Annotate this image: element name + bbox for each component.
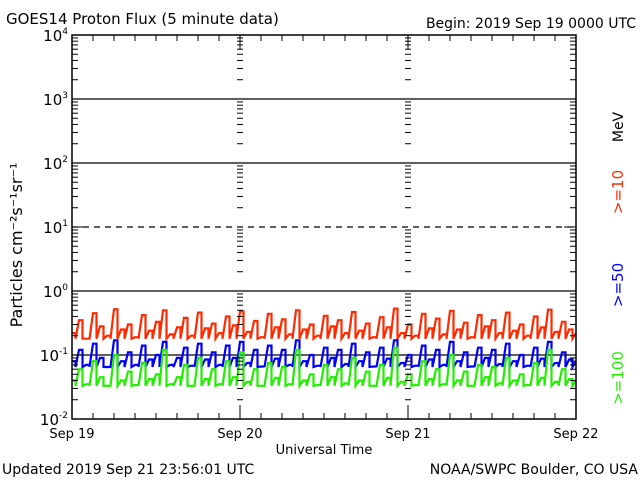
chart-title: GOES14 Proton Flux (5 minute data) [6,10,279,28]
y-tick-label: 10-2 [40,411,68,429]
x-tick-label: Sep 19 [49,427,94,442]
x-tick-label: Sep 22 [553,427,598,442]
series-line-ge50 [72,339,577,371]
y-tick-label: 101 [43,219,68,237]
legend-ge50: >=50 [609,263,627,307]
x-axis-label: Universal Time [276,443,373,458]
legend: >=10 >=50 >=100 [609,170,627,405]
legend-ge100: >=100 [609,351,627,405]
y-tick-label: 102 [43,155,68,173]
y-tick-label: 103 [43,91,68,109]
begin-label: Begin: 2019 Sep 19 0000 UTC [426,16,636,32]
y-tick-label: 10-1 [40,347,68,365]
series-line-ge100 [72,346,577,390]
series-group [72,307,577,390]
x-tick-label: Sep 21 [385,427,430,442]
axes [71,34,577,420]
legend-ge10: >=10 [609,170,627,214]
unit-label: MeV [611,111,627,142]
x-tick-label: Sep 20 [217,427,262,442]
footer-updated: Updated 2019 Sep 21 23:56:01 UTC [2,462,255,478]
y-axis-label: Particles cm⁻²s⁻¹sr⁻¹ [7,163,26,328]
y-tick-label: 104 [43,27,68,45]
footer-source: NOAA/SWPC Boulder, CO USA [430,462,639,478]
y-tick-label: 100 [43,283,68,301]
series-line-ge10 [72,307,577,343]
